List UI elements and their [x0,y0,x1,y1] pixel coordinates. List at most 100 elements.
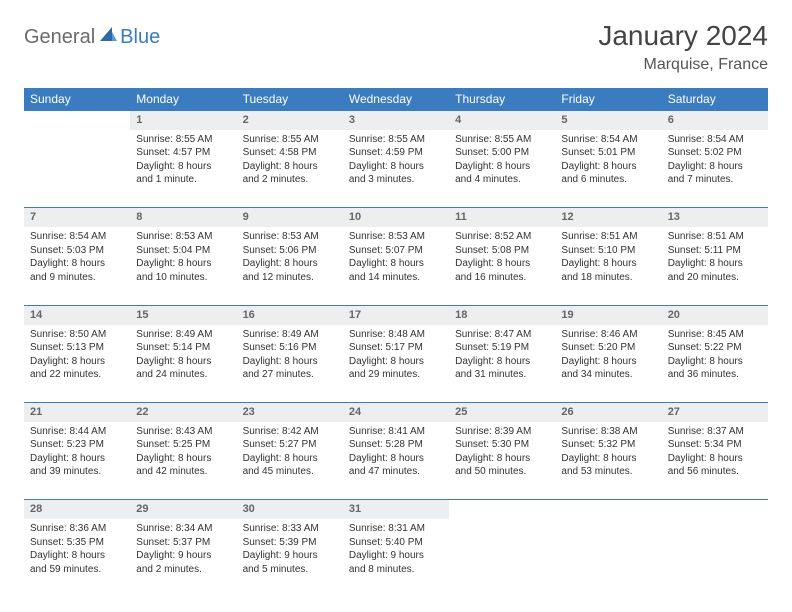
day-content-cell: Sunrise: 8:51 AMSunset: 5:11 PMDaylight:… [662,227,768,305]
sunrise-text: Sunrise: 8:37 AM [668,425,762,439]
sunrise-text: Sunrise: 8:42 AM [243,425,337,439]
daylight-text: Daylight: 8 hours and 24 minutes. [136,355,230,382]
day-content-cell: Sunrise: 8:53 AMSunset: 5:07 PMDaylight:… [343,227,449,305]
day-number-cell [24,111,130,130]
daylight-text: Daylight: 8 hours and 53 minutes. [561,452,655,479]
sunrise-text: Sunrise: 8:55 AM [243,133,337,147]
sunset-text: Sunset: 5:20 PM [561,341,655,355]
daylight-text: Daylight: 8 hours and 50 minutes. [455,452,549,479]
day-header: Thursday [449,88,555,111]
sunset-text: Sunset: 5:01 PM [561,146,655,160]
content-row: Sunrise: 8:44 AMSunset: 5:23 PMDaylight:… [24,422,768,500]
daylight-text: Daylight: 8 hours and 36 minutes. [668,355,762,382]
day-content-cell: Sunrise: 8:45 AMSunset: 5:22 PMDaylight:… [662,325,768,403]
day-content-cell: Sunrise: 8:54 AMSunset: 5:01 PMDaylight:… [555,130,661,208]
sunrise-text: Sunrise: 8:43 AM [136,425,230,439]
day-number-cell: 17 [343,305,449,324]
sunset-text: Sunset: 5:02 PM [668,146,762,160]
sunset-text: Sunset: 5:25 PM [136,438,230,452]
day-header: Monday [130,88,236,111]
daylight-text: Daylight: 8 hours and 34 minutes. [561,355,655,382]
daylight-text: Daylight: 8 hours and 42 minutes. [136,452,230,479]
day-number-cell: 7 [24,208,130,227]
day-number-cell [555,500,661,519]
sunset-text: Sunset: 5:03 PM [30,244,124,258]
daylight-text: Daylight: 8 hours and 56 minutes. [668,452,762,479]
day-content-cell: Sunrise: 8:37 AMSunset: 5:34 PMDaylight:… [662,422,768,500]
daylight-text: Daylight: 8 hours and 20 minutes. [668,257,762,284]
sunset-text: Sunset: 5:30 PM [455,438,549,452]
day-header: Wednesday [343,88,449,111]
day-number-cell: 16 [237,305,343,324]
day-content-cell: Sunrise: 8:44 AMSunset: 5:23 PMDaylight:… [24,422,130,500]
day-header: Saturday [662,88,768,111]
sunrise-text: Sunrise: 8:48 AM [349,328,443,342]
title-block: January 2024 Marquise, France [598,20,768,74]
day-number-cell: 23 [237,403,343,422]
sunset-text: Sunset: 5:34 PM [668,438,762,452]
daylight-text: Daylight: 8 hours and 31 minutes. [455,355,549,382]
content-row: Sunrise: 8:54 AMSunset: 5:03 PMDaylight:… [24,227,768,305]
day-number-cell: 30 [237,500,343,519]
content-row: Sunrise: 8:36 AMSunset: 5:35 PMDaylight:… [24,519,768,597]
day-content-cell: Sunrise: 8:36 AMSunset: 5:35 PMDaylight:… [24,519,130,597]
day-number-cell: 13 [662,208,768,227]
day-number-cell: 14 [24,305,130,324]
daylight-text: Daylight: 8 hours and 1 minute. [136,160,230,187]
sunset-text: Sunset: 5:16 PM [243,341,337,355]
sunrise-text: Sunrise: 8:33 AM [243,522,337,536]
day-number-cell: 26 [555,403,661,422]
day-number-cell [449,500,555,519]
sunset-text: Sunset: 5:32 PM [561,438,655,452]
month-title: January 2024 [598,20,768,52]
sunset-text: Sunset: 5:40 PM [349,536,443,550]
day-content-cell: Sunrise: 8:41 AMSunset: 5:28 PMDaylight:… [343,422,449,500]
day-content-cell: Sunrise: 8:42 AMSunset: 5:27 PMDaylight:… [237,422,343,500]
header: General Blue January 2024 Marquise, Fran… [24,20,768,74]
daylight-text: Daylight: 8 hours and 59 minutes. [30,549,124,576]
sunrise-text: Sunrise: 8:50 AM [30,328,124,342]
content-row: Sunrise: 8:50 AMSunset: 5:13 PMDaylight:… [24,325,768,403]
day-content-cell: Sunrise: 8:33 AMSunset: 5:39 PMDaylight:… [237,519,343,597]
sunset-text: Sunset: 5:35 PM [30,536,124,550]
day-header-row: Sunday Monday Tuesday Wednesday Thursday… [24,88,768,111]
sunset-text: Sunset: 4:57 PM [136,146,230,160]
sunrise-text: Sunrise: 8:51 AM [561,230,655,244]
daylight-text: Daylight: 8 hours and 16 minutes. [455,257,549,284]
daynum-row: 123456 [24,111,768,130]
day-content-cell [555,519,661,597]
day-content-cell: Sunrise: 8:31 AMSunset: 5:40 PMDaylight:… [343,519,449,597]
daynum-row: 28293031 [24,500,768,519]
sunrise-text: Sunrise: 8:53 AM [243,230,337,244]
sunrise-text: Sunrise: 8:55 AM [136,133,230,147]
logo-text-blue: Blue [120,26,160,49]
logo-text-general: General [24,26,95,49]
sunset-text: Sunset: 5:07 PM [349,244,443,258]
sunset-text: Sunset: 5:28 PM [349,438,443,452]
day-number-cell: 31 [343,500,449,519]
sunset-text: Sunset: 5:04 PM [136,244,230,258]
day-number-cell: 28 [24,500,130,519]
sunrise-text: Sunrise: 8:38 AM [561,425,655,439]
sunrise-text: Sunrise: 8:49 AM [136,328,230,342]
day-content-cell: Sunrise: 8:55 AMSunset: 4:59 PMDaylight:… [343,130,449,208]
sunrise-text: Sunrise: 8:49 AM [243,328,337,342]
sunrise-text: Sunrise: 8:53 AM [349,230,443,244]
daylight-text: Daylight: 8 hours and 2 minutes. [243,160,337,187]
day-content-cell [662,519,768,597]
sunset-text: Sunset: 5:27 PM [243,438,337,452]
day-content-cell: Sunrise: 8:43 AMSunset: 5:25 PMDaylight:… [130,422,236,500]
day-number-cell: 25 [449,403,555,422]
daynum-row: 78910111213 [24,208,768,227]
day-header: Tuesday [237,88,343,111]
day-content-cell: Sunrise: 8:39 AMSunset: 5:30 PMDaylight:… [449,422,555,500]
daylight-text: Daylight: 8 hours and 47 minutes. [349,452,443,479]
sunrise-text: Sunrise: 8:53 AM [136,230,230,244]
day-content-cell: Sunrise: 8:48 AMSunset: 5:17 PMDaylight:… [343,325,449,403]
daylight-text: Daylight: 8 hours and 39 minutes. [30,452,124,479]
daylight-text: Daylight: 8 hours and 18 minutes. [561,257,655,284]
day-number-cell: 4 [449,111,555,130]
calendar-table: Sunday Monday Tuesday Wednesday Thursday… [24,88,768,597]
sunset-text: Sunset: 5:11 PM [668,244,762,258]
day-number-cell: 24 [343,403,449,422]
